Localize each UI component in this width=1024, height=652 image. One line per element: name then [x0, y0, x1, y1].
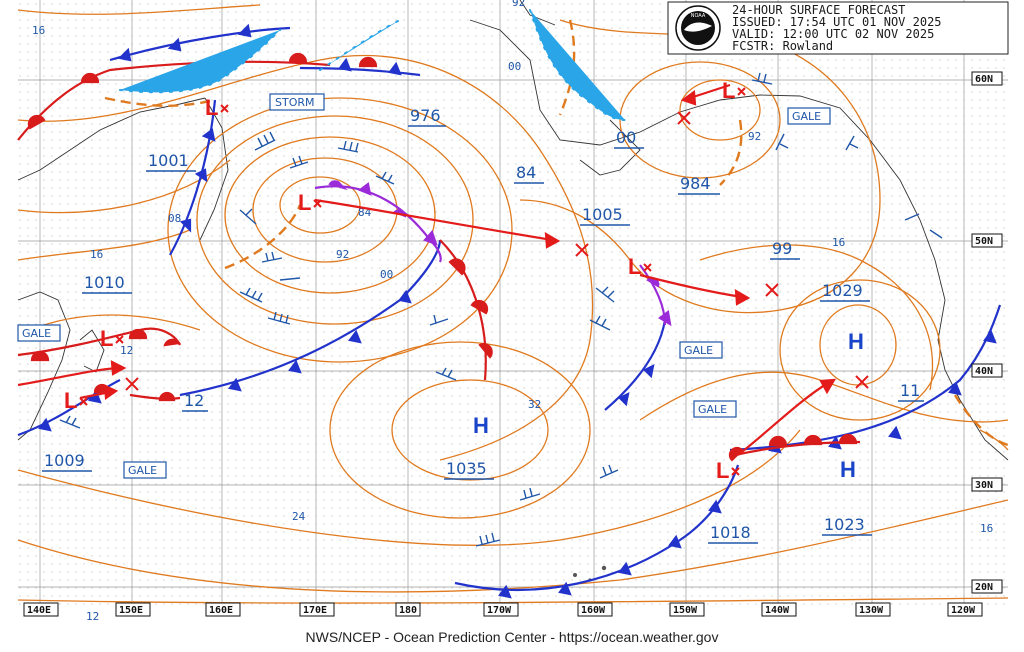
lon-label: 170E [303, 605, 327, 616]
pressure-label: 1023 [824, 515, 865, 534]
isobar-label: 92 [512, 0, 525, 9]
gale-warning-box [679, 341, 723, 359]
pressure-label: 1010 [84, 273, 125, 292]
svg-text:L: L [716, 458, 729, 483]
pressure-label: 00 [616, 128, 636, 147]
lat-label: 30N [975, 480, 993, 491]
isobar-label: 00 [508, 60, 521, 73]
lon-label: 140W [765, 605, 790, 616]
forecast-positions [125, 111, 869, 391]
gale-warning-label: GALE [128, 464, 157, 477]
lon-label: 130W [859, 605, 884, 616]
pressure-label: 1005 [582, 205, 623, 224]
isobar-labels: 16 08 16 12 92 84 00 92 00 92 16 32 24 1… [32, 0, 993, 623]
high-center-marker: H [473, 413, 489, 438]
svg-text:L: L [628, 254, 641, 279]
pressure-label: 12 [184, 391, 204, 410]
svg-text:L: L [64, 388, 77, 413]
pressure-label: 1029 [822, 281, 863, 300]
gale-warning-label: GALE [698, 403, 727, 416]
gale-warning-label: GALE [684, 344, 713, 357]
latitude-labels: 60N 50N 40N 30N 20N [971, 71, 1003, 594]
lat-label: 40N [975, 366, 993, 377]
warning-labels: STORM GALE GALE GALE GALE GALE [17, 93, 831, 479]
isobar-label: 00 [380, 268, 393, 281]
pressure-label: 1009 [44, 451, 85, 470]
title-block: NOAA 24-HOUR SURFACE FORECAST ISSUED: 17… [667, 1, 1009, 55]
isobars [17, 4, 1009, 604]
isobar-label: 92 [336, 248, 349, 261]
lon-label: 160E [209, 605, 233, 616]
cold-fronts [17, 23, 1002, 599]
coastlines [17, 0, 1009, 461]
lon-label: 150E [119, 605, 143, 616]
low-center-marker: L [298, 190, 322, 215]
gale-warning-box [693, 400, 737, 418]
high-centers: H H H [473, 329, 864, 482]
forecaster: FCSTR: Rowland [732, 39, 833, 53]
lon-label: 160W [581, 605, 606, 616]
pressure-label: 976 [410, 106, 441, 125]
isobar-label: 16 [90, 248, 103, 261]
lon-label: 140E [27, 605, 51, 616]
lat-label: 50N [975, 236, 993, 247]
gale-warning-label: GALE [792, 110, 821, 123]
isobar-label: 16 [32, 24, 45, 37]
low-center-marker: L [716, 458, 740, 483]
pressure-center-labels: 976 1001 1010 1009 84 1005 00 984 99 102… [42, 106, 924, 544]
forecast-title: 24-HOUR SURFACE FORECAST [732, 3, 905, 17]
footer-credit: NWS/NCEP - Ocean Prediction Center - htt… [305, 629, 719, 645]
isobar-label: 24 [292, 510, 306, 523]
pressure-label: 1001 [148, 151, 189, 170]
svg-text:NOAA: NOAA [691, 13, 706, 19]
valid-time: VALID: 12:00 UTC 02 NOV 2025 [732, 27, 934, 41]
pressure-label: 1018 [710, 523, 751, 542]
wind-barbs [59, 72, 943, 547]
high-center-marker: H [848, 329, 864, 354]
lon-label: 170W [487, 605, 512, 616]
lat-label: 60N [975, 74, 993, 85]
issued-time: ISSUED: 17:54 UTC 01 NOV 2025 [732, 15, 942, 29]
pressure-label: 11 [900, 381, 920, 400]
gale-warning-box [787, 107, 831, 125]
low-centers: L L L L L L L [64, 78, 746, 483]
lat-label: 20N [975, 582, 993, 593]
low-center-marker: L [64, 388, 88, 413]
isobar-label: 92 [748, 130, 761, 143]
low-center-marker: L [722, 78, 746, 103]
ice-edge [119, 9, 626, 121]
lon-label: 150W [673, 605, 698, 616]
lon-label: 120W [951, 605, 976, 616]
storm-warning-label: STORM [275, 96, 315, 109]
low-center-marker: L [205, 95, 229, 120]
isobar-label: 16 [980, 522, 993, 535]
high-center-marker: H [840, 457, 856, 482]
isobar-label: 32 [528, 398, 541, 411]
low-center-marker: L [100, 326, 124, 351]
isobar-label: 12 [86, 610, 99, 623]
longitude-labels: 140E 150E 160E 170E 180 170W 160W 150W 1… [23, 602, 983, 617]
gale-warning-box [17, 324, 61, 342]
low-center-marker: L [628, 254, 652, 279]
chart-area [18, 0, 1008, 606]
svg-text:L: L [722, 78, 735, 103]
gale-warning-label: GALE [22, 327, 51, 340]
isobar-label: 12 [120, 344, 133, 357]
isobar-label: 16 [832, 236, 845, 249]
pressure-label: 984 [680, 174, 711, 193]
pressure-label: 84 [516, 163, 536, 182]
storm-warning-box [269, 93, 325, 111]
gale-warning-box [123, 461, 167, 479]
isobar-label: 08 [168, 212, 181, 225]
svg-text:L: L [205, 95, 218, 120]
pressure-label: 99 [772, 239, 792, 258]
lon-label: 180 [399, 605, 417, 616]
storm-tracks [17, 83, 837, 456]
pressure-label: 1035 [446, 459, 487, 478]
svg-text:L: L [298, 190, 311, 215]
svg-text:L: L [100, 326, 113, 351]
